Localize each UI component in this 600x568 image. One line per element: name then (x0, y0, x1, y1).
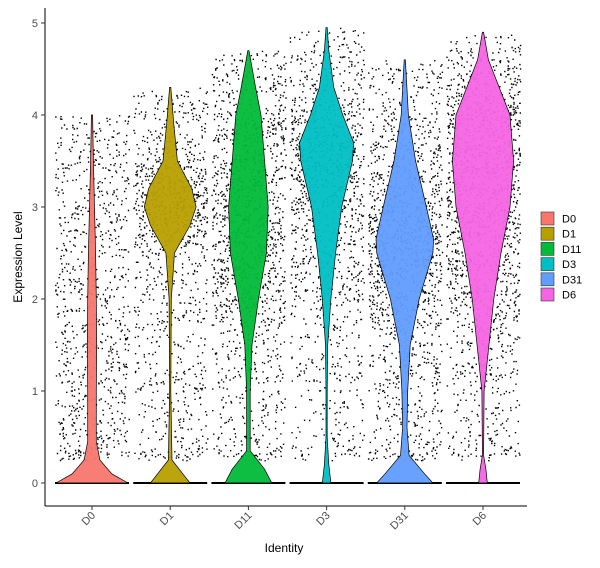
x-tick-label: D3 (314, 510, 332, 528)
y-tick-label: 0 (32, 478, 38, 490)
y-tick-label: 3 (32, 202, 38, 214)
y-axis-title: Expression Level (11, 211, 25, 302)
x-tick-label: D11 (232, 510, 254, 532)
legend-label-D0: D0 (562, 214, 576, 226)
violin-D6 (452, 31, 514, 484)
points-D3 (289, 27, 365, 462)
legend-label-D11: D11 (562, 244, 581, 256)
legend-label-D31: D31 (562, 274, 582, 286)
y-tick-label: 1 (32, 386, 38, 398)
x-ticks: D0 D1 D11 D3 D31 D6 (80, 506, 489, 532)
violin-D1 (143, 87, 197, 484)
legend-swatch-D1 (540, 226, 555, 241)
legend: D0 D1 D11 D3 D31 D6 (540, 211, 582, 302)
violins (54, 27, 514, 484)
points-D1 (133, 87, 209, 462)
x-axis-title: Identity (265, 541, 304, 555)
legend-swatch-D3 (540, 257, 555, 271)
violin-D11 (224, 50, 273, 484)
violin-D3 (299, 27, 354, 484)
legend-label-D6: D6 (562, 290, 576, 302)
legend-swatch-D11 (540, 242, 555, 256)
y-tick-label: 5 (32, 18, 38, 30)
x-tick-label: D6 (471, 510, 489, 528)
y-ticks: 0 1 2 3 4 5 (32, 18, 45, 490)
axes (44, 8, 527, 507)
legend-label-D1: D1 (562, 229, 576, 241)
legend-label-D3: D3 (562, 259, 576, 271)
y-tick-label: 2 (32, 294, 38, 306)
legend-swatch-D6 (540, 287, 555, 302)
jitter-points (55, 27, 522, 484)
x-tick-label: D0 (80, 510, 98, 528)
x-tick-label: D1 (158, 510, 176, 528)
violin-D31 (375, 59, 434, 484)
legend-swatch-D31 (540, 272, 555, 287)
violin-D0 (54, 114, 130, 484)
y-tick-label: 4 (32, 110, 38, 122)
legend-swatch-D0 (540, 211, 555, 226)
x-tick-label: D31 (388, 510, 411, 533)
